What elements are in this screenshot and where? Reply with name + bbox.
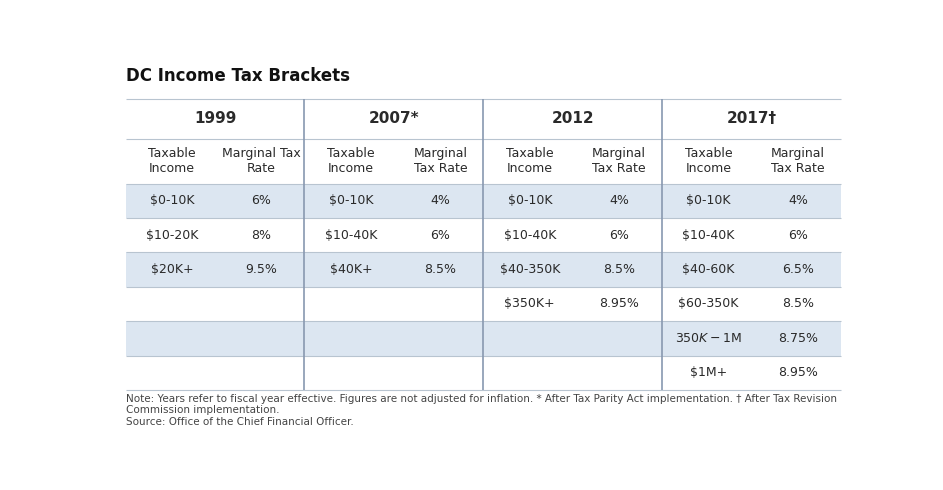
Text: 1999: 1999: [194, 111, 237, 126]
Text: Taxable
Income: Taxable Income: [327, 147, 374, 175]
Text: Taxable
Income: Taxable Income: [506, 147, 554, 175]
Text: Marginal Tax
Rate: Marginal Tax Rate: [223, 147, 301, 175]
Text: $40-350K: $40-350K: [500, 263, 560, 276]
Text: Note: Years refer to fiscal year effective. Figures are not adjusted for inflati: Note: Years refer to fiscal year effecti…: [125, 394, 836, 427]
Bar: [125, 184, 841, 218]
Text: $10-40K: $10-40K: [324, 229, 377, 242]
Text: $0-10K: $0-10K: [507, 194, 552, 207]
Text: 9.5%: 9.5%: [245, 263, 277, 276]
Bar: [125, 356, 841, 390]
Bar: [125, 287, 841, 321]
Text: 6%: 6%: [609, 229, 629, 242]
Bar: [125, 252, 841, 287]
Text: $40-60K: $40-60K: [683, 263, 735, 276]
Text: 4%: 4%: [788, 194, 808, 207]
Text: 6%: 6%: [788, 229, 808, 242]
Text: 4%: 4%: [430, 194, 451, 207]
Text: 2007*: 2007*: [369, 111, 420, 126]
Text: 8.95%: 8.95%: [599, 297, 639, 311]
Text: $0-10K: $0-10K: [150, 194, 194, 207]
Text: 6%: 6%: [252, 194, 272, 207]
Text: Marginal
Tax Rate: Marginal Tax Rate: [771, 147, 825, 175]
Text: $20K+: $20K+: [151, 263, 193, 276]
Text: 2017†: 2017†: [726, 111, 777, 126]
Text: 2012: 2012: [552, 111, 594, 126]
Text: 8.5%: 8.5%: [604, 263, 636, 276]
Text: $40K+: $40K+: [330, 263, 372, 276]
Text: 8.75%: 8.75%: [778, 332, 818, 345]
Text: $10-40K: $10-40K: [504, 229, 556, 242]
Bar: [125, 321, 841, 356]
Text: $60-350K: $60-350K: [678, 297, 738, 311]
Text: DC Income Tax Brackets: DC Income Tax Brackets: [125, 67, 350, 85]
Text: 8%: 8%: [252, 229, 272, 242]
Text: 6.5%: 6.5%: [782, 263, 814, 276]
Text: 8.95%: 8.95%: [778, 366, 818, 379]
Bar: [125, 218, 841, 252]
Text: 4%: 4%: [609, 194, 629, 207]
Text: $350K+: $350K+: [505, 297, 555, 311]
Text: $1M+: $1M+: [690, 366, 727, 379]
Text: Marginal
Tax Rate: Marginal Tax Rate: [592, 147, 646, 175]
Text: $10-20K: $10-20K: [146, 229, 198, 242]
Text: 8.5%: 8.5%: [782, 297, 814, 311]
Text: 6%: 6%: [430, 229, 451, 242]
Text: 8.5%: 8.5%: [424, 263, 456, 276]
Text: $0-10K: $0-10K: [687, 194, 731, 207]
Text: $350K-$1M: $350K-$1M: [675, 332, 742, 345]
Text: Taxable
Income: Taxable Income: [148, 147, 196, 175]
Text: Taxable
Income: Taxable Income: [685, 147, 733, 175]
Text: $0-10K: $0-10K: [329, 194, 373, 207]
Text: Marginal
Tax Rate: Marginal Tax Rate: [413, 147, 468, 175]
Text: $10-40K: $10-40K: [683, 229, 735, 242]
